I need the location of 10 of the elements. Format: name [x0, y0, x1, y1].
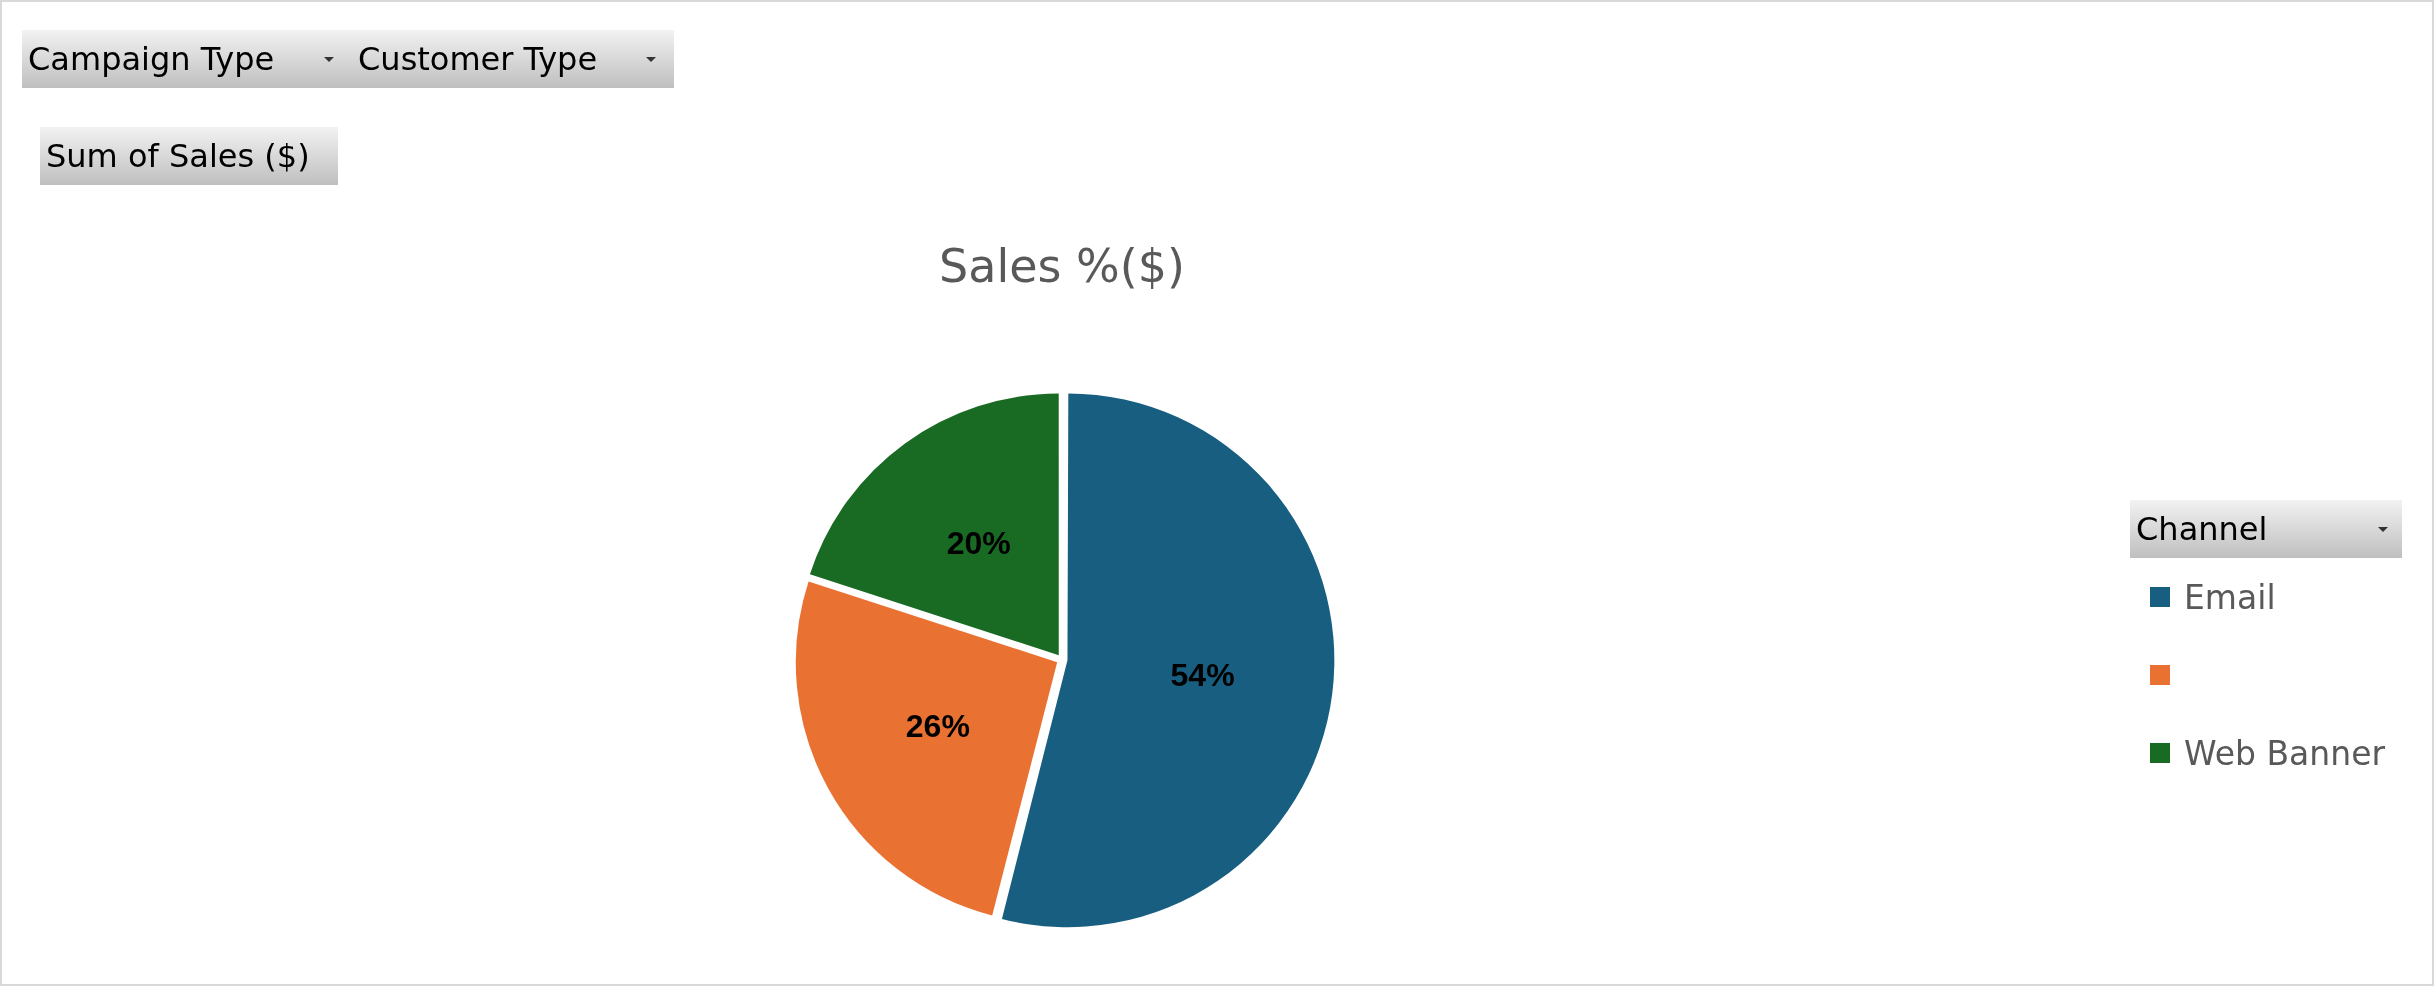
chart-title: Sales %($) [939, 238, 1185, 293]
data-label: 20% [946, 524, 1011, 561]
legend-title: Channel [2130, 500, 2402, 558]
data-label: 54% [1170, 657, 1235, 694]
legend-label: Email [2184, 577, 2276, 617]
text: Campaign Type [22, 30, 352, 88]
legend-label: Web Banner [2184, 733, 2385, 773]
data-label: 26% [905, 707, 970, 744]
text: Sum of Sales ($) [40, 127, 338, 185]
text: Customer Type [352, 30, 674, 88]
